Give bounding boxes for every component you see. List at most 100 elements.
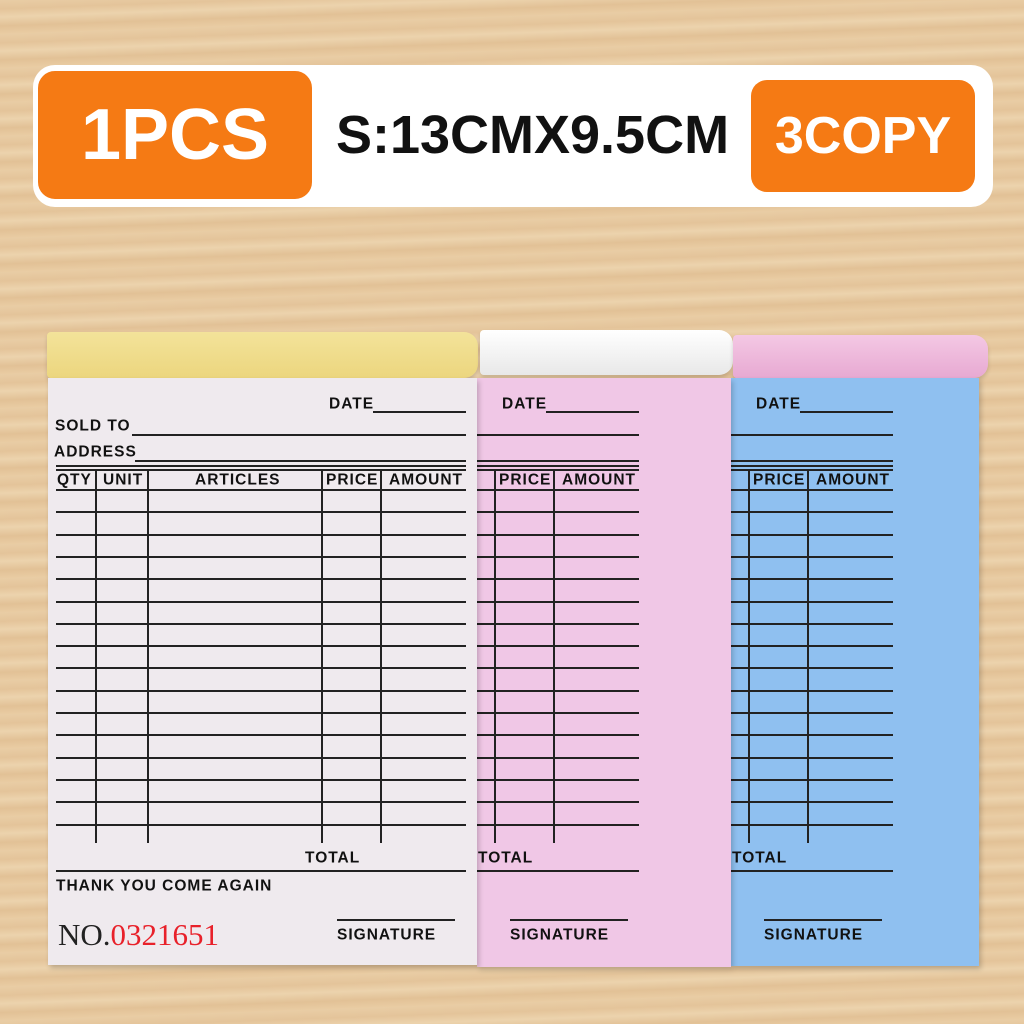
address-line <box>731 460 893 462</box>
row-line <box>731 689 893 692</box>
row-line <box>56 622 466 625</box>
date-line <box>800 411 893 413</box>
row-line <box>56 578 466 581</box>
table-top-line <box>56 465 466 467</box>
pink-roll <box>733 335 988 378</box>
white-copy-sheet: DATE SOLD TO ADDRESS QTY UNIT ARTICLES P… <box>48 378 477 965</box>
row-line <box>731 734 893 737</box>
number-label: NO. <box>58 917 111 952</box>
column-divider <box>748 470 750 843</box>
row-line <box>56 756 466 759</box>
quantity-badge: 1PCS <box>35 68 315 202</box>
row-line <box>477 645 639 648</box>
copies-badge: 3COPY <box>751 80 975 192</box>
receipt-number: NO.0321651 <box>58 917 219 953</box>
signature-label: SIGNATURE <box>510 926 610 944</box>
row-line <box>731 756 893 759</box>
row-line <box>731 600 893 603</box>
row-line <box>731 801 893 804</box>
total-label: TOTAL <box>732 849 788 867</box>
row-line <box>477 712 639 714</box>
column-header: PRICE <box>499 471 552 489</box>
column-header: PRICE <box>326 471 379 489</box>
row-line <box>731 667 893 670</box>
row-line <box>477 489 639 491</box>
column-header: AMOUNT <box>389 471 464 489</box>
table-top-line <box>56 469 466 471</box>
sold-to-line <box>731 434 893 436</box>
table-top-line <box>731 469 893 471</box>
signature-line <box>510 919 628 921</box>
column-divider <box>321 470 323 843</box>
row-line <box>56 645 466 648</box>
row-line <box>56 600 466 603</box>
white-roll <box>480 330 733 375</box>
column-divider <box>380 470 382 843</box>
size-label: S:13CMX9.5CM <box>335 105 730 165</box>
blue-copy-sheet: DATE SOLD TO ADDRESS QTY UNIT ARTICLES P… <box>731 378 979 966</box>
column-divider <box>95 470 97 843</box>
total-label: TOTAL <box>305 849 361 867</box>
address-label: ADDRESS <box>54 443 137 461</box>
column-header: QTY <box>57 471 92 489</box>
row-line <box>56 823 466 826</box>
row-line <box>56 712 466 714</box>
column-divider <box>147 470 149 843</box>
row-line <box>477 600 639 603</box>
total-line <box>56 870 466 872</box>
column-header: AMOUNT <box>562 471 637 489</box>
total-label: TOTAL <box>478 849 534 867</box>
yellow-roll <box>47 332 478 378</box>
table-top-line <box>731 465 893 467</box>
date-line <box>546 411 639 413</box>
row-line <box>731 511 893 514</box>
row-line <box>477 667 639 670</box>
row-line <box>477 555 639 558</box>
row-line <box>477 801 639 804</box>
date-label: DATE <box>756 395 802 413</box>
row-line <box>477 511 639 514</box>
address-line <box>477 460 639 462</box>
column-header: AMOUNT <box>816 471 891 489</box>
row-line <box>731 533 893 536</box>
signature-line <box>764 919 882 921</box>
row-line <box>477 578 639 581</box>
signature-label: SIGNATURE <box>337 926 437 944</box>
column-divider <box>553 470 555 843</box>
row-line <box>56 533 466 536</box>
table-top-line <box>477 465 639 467</box>
row-line <box>731 645 893 648</box>
row-line <box>56 511 466 514</box>
signature-line <box>337 919 455 921</box>
row-line <box>56 667 466 670</box>
row-line <box>56 489 466 491</box>
table-top-line <box>477 469 639 471</box>
row-line <box>477 734 639 737</box>
sold-to-label: SOLD TO <box>55 417 131 435</box>
date-label: DATE <box>502 395 548 413</box>
row-line <box>731 578 893 581</box>
row-line <box>477 756 639 759</box>
number-value: 0321651 <box>110 917 220 952</box>
row-line <box>56 801 466 804</box>
pink-copy-sheet: DATE SOLD TO ADDRESS QTY UNIT ARTICLES P… <box>477 378 731 967</box>
row-line <box>477 689 639 692</box>
column-divider <box>807 470 809 843</box>
row-line <box>477 622 639 625</box>
row-line <box>477 823 639 826</box>
row-line <box>731 778 893 781</box>
row-line <box>56 555 466 558</box>
date-label: DATE <box>329 395 375 413</box>
column-header: UNIT <box>103 471 144 489</box>
row-line <box>477 778 639 781</box>
row-line <box>477 533 639 536</box>
sold-to-line <box>132 434 466 436</box>
date-line <box>373 411 466 413</box>
row-line <box>731 622 893 625</box>
total-line <box>477 870 639 872</box>
signature-label: SIGNATURE <box>764 926 864 944</box>
row-line <box>56 778 466 781</box>
address-line <box>135 460 466 462</box>
column-header: PRICE <box>753 471 806 489</box>
thanks-text: THANK YOU COME AGAIN <box>56 877 273 895</box>
